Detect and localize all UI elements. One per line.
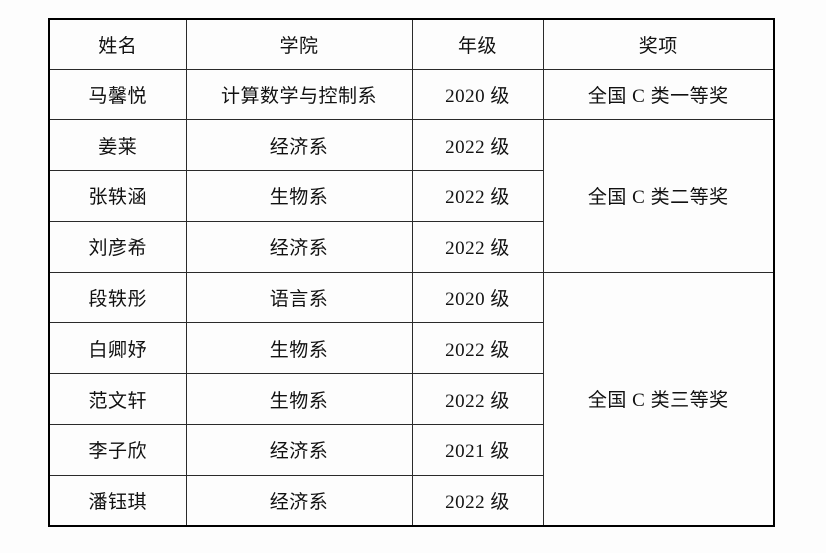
college-cell: 计算数学与控制系 [185, 68, 413, 121]
awards-table-container: 姓名 学院 年级 奖项 马馨悦 计算数学与控制系 2020 级 全国 C 类一等… [48, 18, 775, 528]
name-cell: 姜莱 [48, 119, 187, 172]
table-row: 白卿妤 生物系 2022 级 [48, 322, 774, 375]
award-cell-merged: 全国 C 类三等奖 [542, 271, 775, 527]
college-cell: 生物系 [185, 170, 413, 222]
name-cell: 李子欣 [48, 424, 187, 476]
awards-table: 姓名 学院 年级 奖项 马馨悦 计算数学与控制系 2020 级 全国 C 类一等… [48, 18, 775, 528]
header-row: 姓名 学院 年级 奖项 [48, 18, 775, 70]
name-cell: 刘彦希 [48, 220, 187, 273]
table-row: 马馨悦 计算数学与控制系 2020 级 全国 C 类一等奖 [48, 68, 775, 121]
table-row: 刘彦希 经济系 2022 级 [48, 220, 774, 273]
award-cell: 全国 C 类一等奖 [542, 68, 775, 121]
col-header-name: 姓名 [48, 18, 187, 70]
grade-cell: 2020 级 [411, 68, 544, 121]
grade-cell: 2020 级 [411, 271, 544, 324]
college-cell: 语言系 [185, 271, 413, 324]
grade-cell: 2022 级 [411, 220, 544, 273]
col-header-grade: 年级 [411, 18, 544, 70]
grade-cell: 2022 级 [411, 474, 544, 527]
col-header-award: 奖项 [542, 18, 775, 70]
name-cell: 张轶涵 [48, 170, 187, 222]
table-row: 范文轩 生物系 2022 级 [48, 373, 774, 426]
col-header-college: 学院 [185, 18, 413, 70]
name-cell: 马馨悦 [48, 68, 187, 121]
college-cell: 生物系 [185, 322, 413, 375]
grade-cell: 2022 级 [411, 119, 544, 172]
name-cell: 段轶彤 [48, 271, 187, 324]
name-cell: 潘钰琪 [48, 474, 187, 527]
table-row: 李子欣 经济系 2021 级 [48, 424, 774, 476]
college-cell: 经济系 [185, 220, 413, 273]
college-cell: 经济系 [185, 474, 413, 527]
college-cell: 经济系 [185, 119, 413, 172]
college-cell: 生物系 [185, 373, 413, 426]
table-row: 段轶彤 语言系 2020 级 全国 C 类三等奖 [48, 271, 775, 527]
table-row: 潘钰琪 经济系 2022 级 [48, 474, 774, 527]
table-row: 张轶涵 生物系 2022 级 [48, 170, 774, 222]
table-row: 姜莱 经济系 2022 级 全国 C 类二等奖 [48, 119, 775, 273]
grade-cell: 2022 级 [411, 170, 544, 222]
grade-cell: 2022 级 [411, 373, 544, 426]
name-cell: 白卿妤 [48, 322, 187, 375]
name-cell: 范文轩 [48, 373, 187, 426]
grade-cell: 2022 级 [411, 322, 544, 375]
college-cell: 经济系 [185, 424, 413, 476]
grade-cell: 2021 级 [411, 424, 544, 476]
award-cell-merged: 全国 C 类二等奖 [542, 119, 775, 273]
